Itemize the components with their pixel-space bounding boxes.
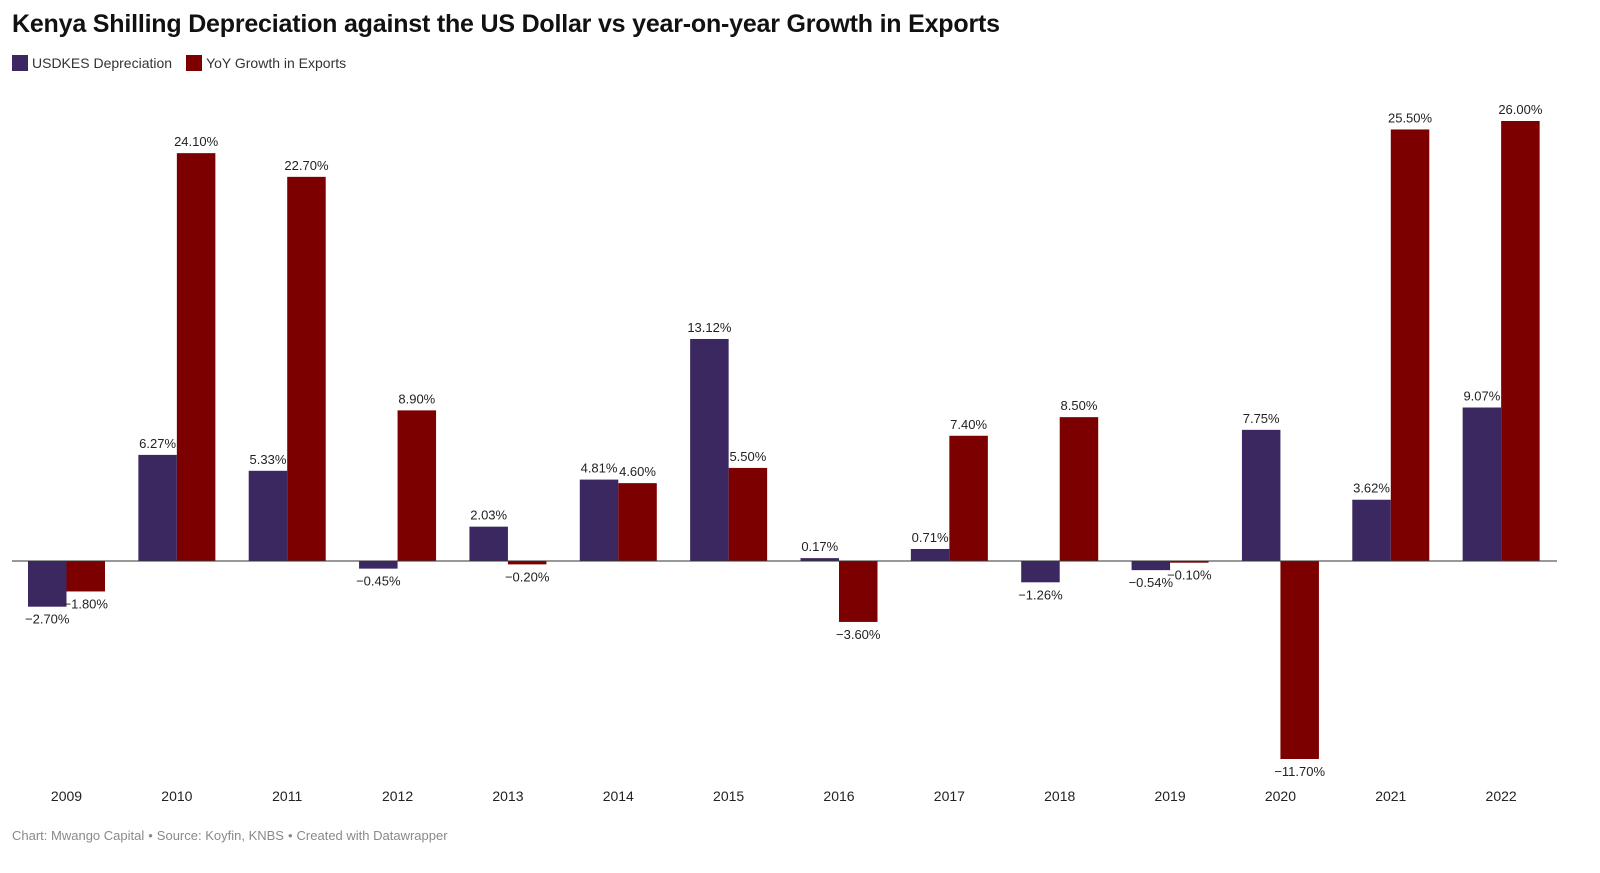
bar-exports — [1390, 129, 1430, 561]
bar-usdkes — [28, 561, 67, 607]
x-tick-label: 2015 — [713, 788, 744, 804]
bar-exports — [839, 561, 878, 622]
bar-usdkes — [910, 548, 950, 561]
bar-exports — [66, 561, 105, 592]
bar-exports — [287, 176, 326, 561]
bar-exports — [618, 483, 657, 561]
bar-exports — [397, 410, 437, 561]
data-label-usdkes: −0.45% — [356, 574, 401, 589]
data-label-usdkes: 2.03% — [470, 508, 507, 523]
bar-usdkes — [1462, 407, 1502, 561]
data-label-exports: 22.70% — [284, 158, 329, 173]
x-tick-label: 2012 — [382, 788, 413, 804]
chart-title: Kenya Shilling Depreciation against the … — [12, 10, 1000, 38]
legend-item-exports: YoY Growth in Exports — [186, 55, 346, 71]
bar-exports — [1170, 561, 1209, 563]
x-tick-label: 2019 — [1154, 788, 1185, 804]
bar-exports — [507, 561, 547, 565]
legend-label-exports: YoY Growth in Exports — [206, 55, 347, 71]
footer-separator: • — [148, 828, 153, 843]
data-label-usdkes: 0.71% — [912, 530, 949, 545]
x-tick-label: 2016 — [823, 788, 854, 804]
bars-group — [28, 121, 1540, 759]
footer-source: Source: Koyfin, KNBS — [156, 828, 284, 843]
bar-usdkes — [1021, 561, 1060, 583]
bar-exports — [1501, 121, 1540, 561]
bar-exports — [176, 153, 216, 561]
data-label-exports: 25.50% — [1388, 110, 1433, 125]
data-label-exports: −3.60% — [836, 627, 881, 642]
bar-usdkes — [248, 470, 288, 561]
data-label-usdkes: 6.27% — [139, 436, 176, 451]
labels-group: −2.70%−1.80% 2009 6.27% 24.10% 2010 5.33% 22.7… — [25, 102, 1543, 804]
data-label-usdkes: −2.70% — [25, 612, 70, 627]
data-label-exports: 26.00% — [1498, 102, 1543, 117]
data-label-usdkes: 0.17% — [801, 539, 838, 554]
x-tick-label: 2010 — [161, 788, 192, 804]
x-tick-label: 2018 — [1044, 788, 1075, 804]
bar-exports — [728, 467, 768, 561]
data-label-usdkes: 4.81% — [581, 461, 618, 476]
data-label-usdkes: 9.07% — [1463, 389, 1500, 404]
data-label-exports: 8.90% — [398, 391, 435, 406]
x-tick-label: 2013 — [492, 788, 523, 804]
data-label-exports: 8.50% — [1061, 398, 1098, 413]
legend-label-usdkes: USDKES Depreciation — [32, 55, 173, 71]
data-label-usdkes: 3.62% — [1353, 481, 1390, 496]
bar-usdkes — [579, 479, 619, 561]
chart-footer: Chart: Mwango Capital • Source: Koyfin, KN… — [12, 828, 448, 843]
data-label-exports: 4.60% — [619, 464, 656, 479]
footer-separator: • — [287, 828, 293, 843]
bar-usdkes — [800, 558, 839, 561]
data-label-usdkes: 7.75% — [1243, 411, 1280, 426]
bar-usdkes — [359, 561, 398, 569]
bar-usdkes — [1131, 561, 1171, 571]
x-tick-label: 2021 — [1375, 788, 1406, 804]
x-tick-label: 2022 — [1486, 788, 1517, 804]
data-label-exports: −11.70% — [1274, 764, 1325, 779]
data-label-exports: −1.80% — [64, 596, 109, 611]
data-label-usdkes: −0.54% — [1129, 575, 1174, 590]
bar-usdkes — [1241, 429, 1281, 561]
bar-usdkes — [690, 338, 729, 561]
x-tick-label: 2014 — [603, 788, 634, 804]
data-label-exports: −0.20% — [505, 569, 550, 584]
legend-swatch-usdkes — [12, 55, 28, 71]
bar-exports — [949, 435, 988, 561]
bar-exports — [1280, 561, 1319, 759]
legend-item-usdkes: USDKES Depreciation — [12, 55, 172, 71]
legend-swatch-exports — [186, 55, 203, 71]
data-label-exports: 7.40% — [950, 417, 987, 432]
x-tick-label: 2009 — [51, 788, 82, 804]
data-label-usdkes: 5.33% — [250, 452, 287, 467]
bar-usdkes — [138, 454, 177, 561]
data-label-usdkes: 13.12% — [687, 320, 732, 335]
chart-legend: USDKES Depreciation YoY Growth in Export… — [12, 55, 360, 71]
x-tick-label: 2011 — [272, 788, 302, 804]
x-tick-label: 2020 — [1265, 788, 1296, 804]
bar-usdkes — [469, 526, 508, 561]
bar-usdkes — [1352, 499, 1391, 561]
x-tick-label: 2017 — [934, 788, 965, 804]
data-label-usdkes: −1.26% — [1018, 587, 1063, 602]
data-label-exports: 5.50% — [729, 449, 766, 464]
data-label-exports: 24.10% — [174, 134, 219, 149]
footer-credit: Chart: Mwango Capital — [12, 828, 145, 843]
bar-exports — [1059, 417, 1099, 561]
footer-created: Created with Datawrapper — [296, 828, 448, 843]
data-label-exports: −0.10% — [1167, 568, 1212, 583]
